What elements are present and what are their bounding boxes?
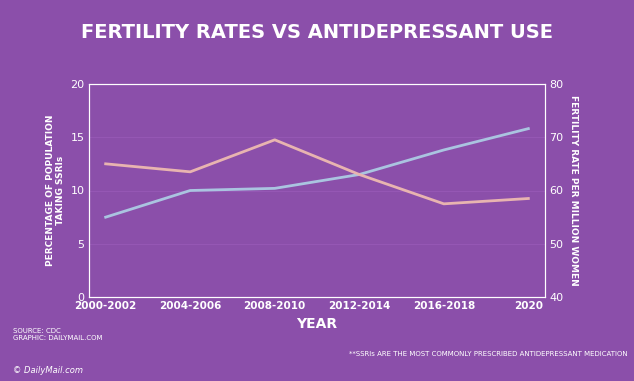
Text: © DailyMail.com: © DailyMail.com [13, 366, 82, 375]
Y-axis label: FERTILITY RATE PER MILLION WOMEN: FERTILITY RATE PER MILLION WOMEN [569, 95, 578, 286]
Text: FERTILITY RATES VS ANTIDEPRESSANT USE: FERTILITY RATES VS ANTIDEPRESSANT USE [81, 23, 553, 42]
Y-axis label: PERCENTAGE OF POPULATION
TAKING SSRIs: PERCENTAGE OF POPULATION TAKING SSRIs [46, 115, 65, 266]
X-axis label: YEAR: YEAR [297, 317, 337, 331]
Text: SOURCE: CDC
GRAPHIC: DAILYMAIL.COM: SOURCE: CDC GRAPHIC: DAILYMAIL.COM [13, 328, 102, 341]
Text: **SSRIs ARE THE MOST COMMONLY PRESCRIBED ANTIDEPRESSANT MEDICATION: **SSRIs ARE THE MOST COMMONLY PRESCRIBED… [349, 351, 628, 357]
